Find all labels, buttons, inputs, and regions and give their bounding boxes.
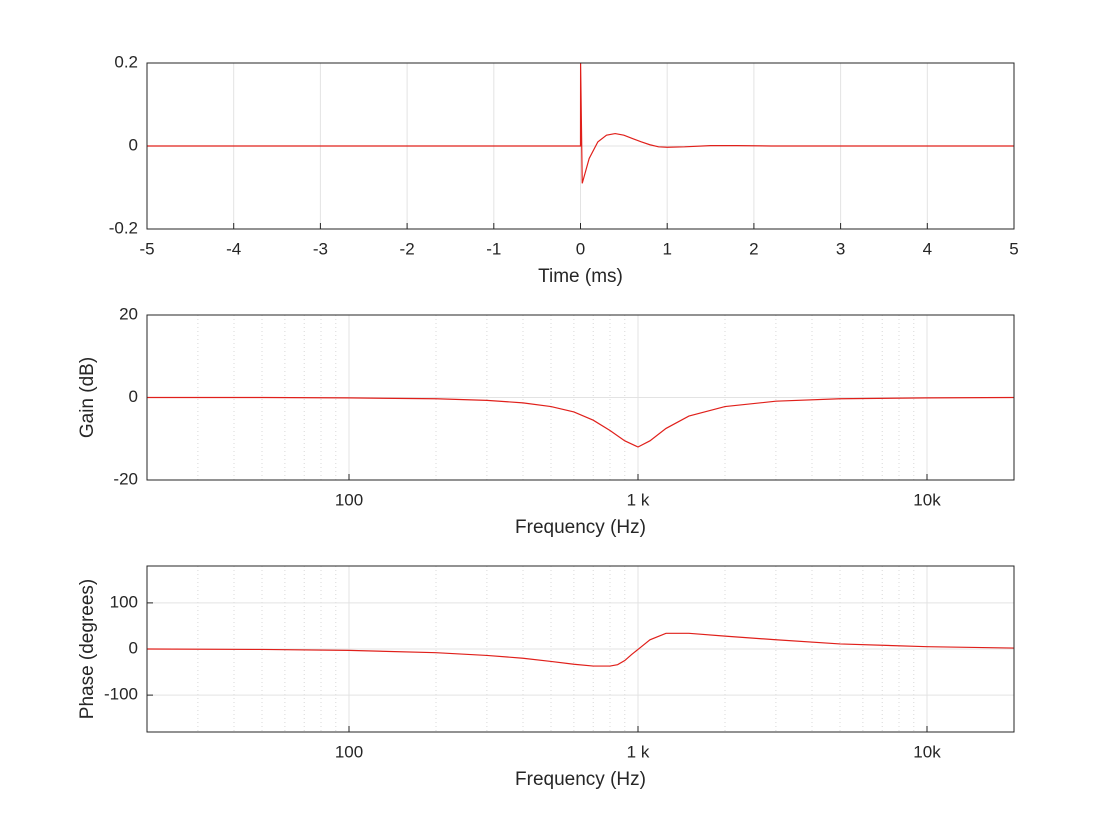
x-tick-label: 10k [913,490,941,509]
y-tick-label: 0 [129,135,138,154]
y-tick-label: 0.2 [114,52,138,71]
x-tick-label: 3 [836,239,845,258]
x-tick-label: 100 [335,490,363,509]
x-axis-label: Frequency (Hz) [515,517,646,538]
y-tick-label: 0 [129,638,138,657]
x-tick-label: -5 [139,239,154,258]
axes-box [146,314,1015,481]
x-tick-label: 5 [1009,239,1018,258]
y-tick-label: -100 [104,685,138,704]
x-axis-label: Frequency (Hz) [515,769,646,790]
y-tick-label: -0.2 [109,218,138,237]
axes-box [146,565,1015,733]
x-tick-label: -2 [400,239,415,258]
subplot: -5 -4 -3 -2 -1 0 1 2 3 4 5 -0.2 0 0.2 Time (ms) [109,52,1019,287]
data-line [147,396,1014,448]
x-tick-label: 4 [923,239,932,258]
y-tick-label: 100 [110,592,138,611]
x-tick-label: 1 k [627,742,650,761]
x-tick-label: -1 [486,239,501,258]
subplot: 100 1 k 10k -20 0 20 Frequency (Hz) Gain (dB) [77,304,1015,538]
data-line [147,63,1014,184]
x-tick-label: 2 [749,239,758,258]
x-tick-label: 1 [662,239,671,258]
x-tick-label: 100 [335,742,363,761]
y-tick-label: -20 [113,469,138,488]
y-tick-label: 0 [129,387,138,406]
x-tick-label: 1 k [627,490,650,509]
subplot: 100 1 k 10k -100 0 100 Frequency (Hz) Phase (de… [77,565,1015,790]
x-tick-label: -4 [226,239,241,258]
x-tick-label: 0 [576,239,585,258]
y-axis-label: Phase (degrees) [77,579,98,719]
axes-box [146,62,1015,230]
y-axis-label: Gain (dB) [77,357,98,438]
x-axis-label: Time (ms) [538,266,623,287]
y-tick-label: 20 [119,304,138,323]
data-line [147,632,1014,667]
x-tick-label: 10k [913,742,941,761]
x-tick-label: -3 [313,239,328,258]
